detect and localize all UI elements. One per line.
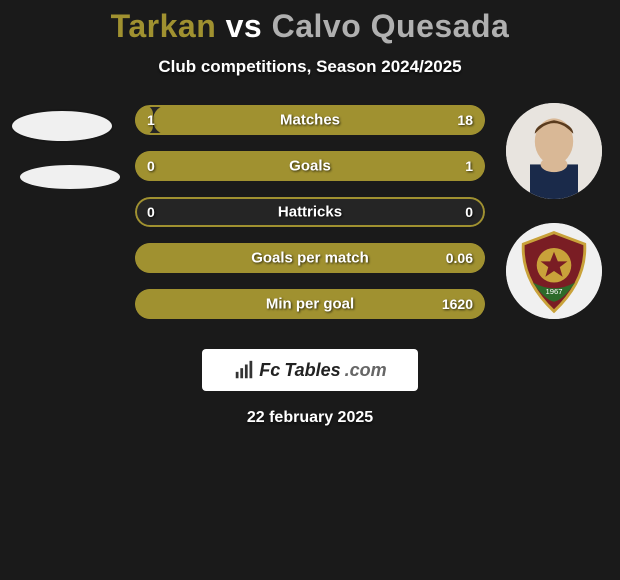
brand-text-c: .com xyxy=(345,360,387,381)
date-line: 22 february 2025 xyxy=(0,409,620,427)
bar-fill-right xyxy=(135,151,485,181)
player2-club-badge: 1967 xyxy=(506,223,602,319)
stat-row: 0.06Goals per match xyxy=(135,243,485,273)
subtitle: Club competitions, Season 2024/2025 xyxy=(0,57,620,77)
bar-outline xyxy=(135,197,485,227)
player1-name: Tarkan xyxy=(111,8,217,44)
club-crest-icon: 1967 xyxy=(506,223,602,319)
stat-row: 118Matches xyxy=(135,105,485,135)
player1-club-placeholder xyxy=(20,165,120,205)
bar-fill-left xyxy=(135,105,153,135)
stat-label: Hattricks xyxy=(135,204,485,221)
brand-text-b: Tables xyxy=(284,360,340,381)
comparison-title: Tarkan vs Calvo Quesada xyxy=(0,0,620,45)
stats-area: 1967 118Matches 01Goals 0 0Hattricks 0.06Goa… xyxy=(0,105,620,335)
stat-value-left: 0 xyxy=(147,204,155,220)
stat-value-right: 0 xyxy=(465,204,473,220)
player-portrait-icon xyxy=(506,103,602,199)
bar-chart-icon xyxy=(233,359,255,381)
brand-text-a: Fc xyxy=(259,360,280,381)
avatar-ellipse xyxy=(12,111,112,141)
player2-avatar xyxy=(506,103,602,199)
stat-row: 1620Min per goal xyxy=(135,289,485,319)
brand-badge: FcTables.com xyxy=(202,349,418,391)
player2-name: Calvo Quesada xyxy=(272,8,510,44)
stat-row: 0 0Hattricks xyxy=(135,197,485,227)
stat-bars: 118Matches 01Goals 0 0Hattricks 0.06Goals pe… xyxy=(135,105,485,335)
bar-fill-right xyxy=(135,243,485,273)
avatar-ellipse xyxy=(20,165,120,189)
club-year: 1967 xyxy=(545,287,562,296)
vs-word: vs xyxy=(226,8,263,44)
bar-fill-right xyxy=(135,289,485,319)
bar-fill-right xyxy=(153,105,486,135)
stat-row: 01Goals xyxy=(135,151,485,181)
